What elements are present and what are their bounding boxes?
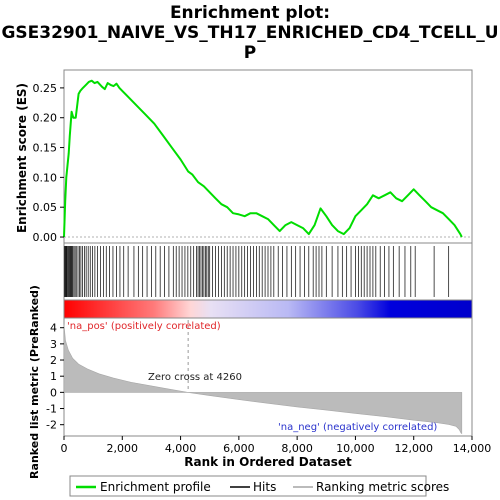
es-ytick-label: 0.25 xyxy=(33,82,58,95)
xtick-label: 12,000 xyxy=(394,442,433,455)
es-panel xyxy=(63,69,473,244)
es-ytick-label: 0.10 xyxy=(33,171,58,184)
metric-ytick-label: 1 xyxy=(50,370,57,383)
metric-ytick-label: 0 xyxy=(50,386,57,399)
legend-label-hits: Hits xyxy=(253,480,276,494)
chart-title-line3: P xyxy=(244,43,256,63)
ranking-metric-area xyxy=(63,324,463,435)
es-ytick-label: 0.15 xyxy=(33,142,58,155)
legend-box xyxy=(69,475,427,497)
legend-label-metric: Ranking metric scores xyxy=(316,480,449,494)
es-ytick-label: 0.20 xyxy=(33,112,58,125)
xtick-label: 14,000 xyxy=(453,442,492,455)
xtick-label: 10,000 xyxy=(336,442,375,455)
chart-title-line1: Enrichment plot: xyxy=(170,3,330,23)
xtick-label: 2,000 xyxy=(107,442,139,455)
metric-ytick-label: -1 xyxy=(46,403,57,416)
metric-ytick-label: 3 xyxy=(50,338,57,351)
ranking-color-bar xyxy=(63,299,473,319)
metric-ytick-label: 4 xyxy=(50,322,57,335)
zero-cross-label: Zero cross at 4260 xyxy=(148,372,242,383)
legend: Enrichment profile Hits Ranking metric s… xyxy=(69,475,449,497)
es-ytick-label: 0.00 xyxy=(33,231,58,244)
metric-ytick-label: 2 xyxy=(50,354,57,367)
x-axis-label: Rank in Ordered Dataset xyxy=(184,455,352,469)
metric-ytick-label: -2 xyxy=(46,419,57,432)
metric-y-axis-label: Ranked list metric (PreRanked) xyxy=(28,285,41,479)
na-pos-label: 'na_pos' (positively correlated) xyxy=(67,321,221,332)
chart-title-line2: GSE32901_NAIVE_VS_TH17_ENRICHED_CD4_TCEL… xyxy=(1,23,498,43)
xtick-label: 4,000 xyxy=(165,442,197,455)
enrichment-profile-line xyxy=(63,79,463,238)
xtick-label: 8,000 xyxy=(281,442,313,455)
na-neg-label: 'na_neg' (negatively correlated) xyxy=(278,422,437,433)
xtick-label: 6,000 xyxy=(223,442,255,455)
legend-label-enrichment: Enrichment profile xyxy=(100,480,211,494)
xtick-label: 0 xyxy=(61,442,68,455)
es-ytick-label: 0.05 xyxy=(33,201,58,214)
es-y-axis-label: Enrichment score (ES) xyxy=(15,83,29,233)
